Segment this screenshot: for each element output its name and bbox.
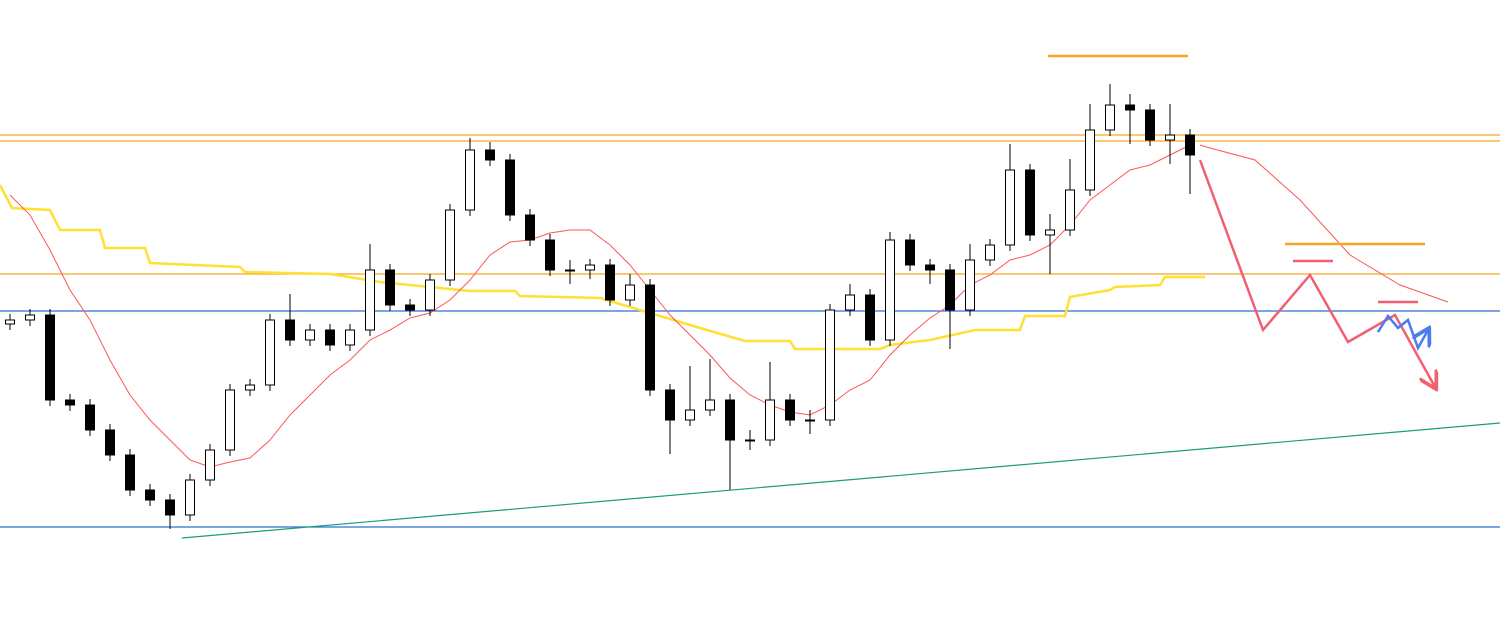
candle-body [1145, 109, 1155, 141]
candle-body [105, 429, 115, 456]
candle-body [845, 294, 855, 311]
candle-body [365, 269, 375, 331]
candle-body [45, 314, 55, 401]
candle-body [1025, 169, 1035, 236]
candle-body [705, 399, 715, 411]
candle-body [145, 489, 155, 501]
candle-body [1085, 129, 1095, 191]
candle-body [925, 264, 935, 271]
candle-body [1065, 189, 1075, 231]
candle-body [65, 399, 75, 406]
candle-body [605, 264, 615, 301]
drawing-line [1199, 144, 1449, 303]
candle-body [825, 309, 835, 421]
candle-body [785, 399, 795, 421]
candle-body [465, 149, 475, 211]
candle-body [1045, 229, 1055, 236]
candle-body [725, 399, 735, 441]
candle-body [565, 269, 575, 272]
candle-body [625, 284, 635, 301]
candle-body [1005, 169, 1015, 246]
candle-body [985, 244, 995, 261]
drawing-line [0, 184, 1205, 351]
candle-body [305, 329, 315, 341]
candle-body [225, 389, 235, 451]
candle-body [585, 264, 595, 271]
candle-body [865, 294, 875, 341]
candle-body [125, 454, 135, 491]
candle-body [645, 284, 655, 391]
candle-body [245, 384, 255, 391]
candle-body [285, 319, 295, 341]
drawing-line [1376, 313, 1428, 352]
candle-body [265, 319, 275, 386]
candle-body [1165, 134, 1175, 141]
candle-body [745, 439, 755, 442]
candle-body [185, 479, 195, 516]
candle-body [685, 409, 695, 421]
candle-body [545, 239, 555, 271]
candle-body [525, 214, 535, 241]
candle-body [25, 314, 35, 321]
candle-body [5, 319, 15, 325]
candle-body [965, 259, 975, 311]
candle-body [85, 404, 95, 431]
candle-body [425, 279, 435, 311]
candle-body [485, 149, 495, 161]
candle-body [905, 239, 915, 266]
candle-body [665, 389, 675, 421]
candle-body [325, 329, 335, 346]
candle-body [885, 239, 895, 341]
candle-body [405, 304, 415, 311]
candle-body [385, 269, 395, 306]
candle-body [345, 329, 355, 346]
candle-body [765, 399, 775, 441]
candle-body [165, 499, 175, 516]
drawing-line [181, 422, 1500, 539]
candle-body [945, 269, 955, 311]
candle-body [1125, 104, 1135, 111]
candle-body [805, 419, 815, 422]
candle-body [505, 159, 515, 216]
candle-body [205, 449, 215, 481]
candle-body [445, 209, 455, 281]
candle-body [1185, 134, 1195, 156]
candle-body [1105, 104, 1115, 131]
drawing-line [1198, 159, 1435, 387]
